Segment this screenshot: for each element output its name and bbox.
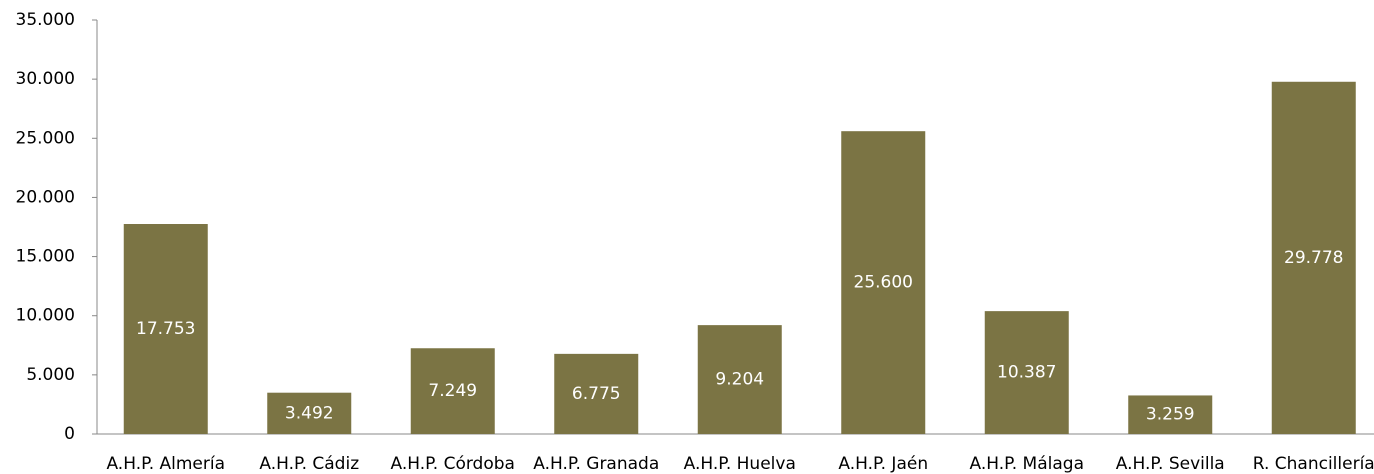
x-tick-label: A.H.P. Granada <box>533 454 659 474</box>
x-tick-label: A.H.P. Almería <box>106 454 225 474</box>
value-label: 17.753 <box>136 319 195 339</box>
value-label: 3.492 <box>285 403 334 423</box>
y-tick-label: 15.000 <box>16 247 75 267</box>
bar <box>554 353 639 434</box>
y-tick-label: 30.000 <box>16 69 75 89</box>
bar <box>123 224 208 434</box>
bar <box>841 131 926 434</box>
bar <box>984 311 1069 434</box>
value-label: 9.204 <box>715 370 764 390</box>
y-tick-label: 35.000 <box>16 10 75 30</box>
bar <box>1128 395 1213 434</box>
value-label: 10.387 <box>997 363 1056 383</box>
x-tick-label: A.H.P. Jaén <box>838 454 928 474</box>
x-tick-label: A.H.P. Córdoba <box>391 454 515 474</box>
y-tick-label: 25.000 <box>16 128 75 148</box>
y-tick-label: 0 <box>64 424 75 444</box>
x-tick-label: R. Chancillería <box>1253 454 1374 474</box>
value-label: 7.249 <box>428 381 477 401</box>
x-tick-label: A.H.P. Málaga <box>970 454 1084 474</box>
value-label: 3.259 <box>1146 405 1195 425</box>
x-tick-label: A.H.P. Huelva <box>684 454 796 474</box>
y-tick-label: 20.000 <box>16 187 75 207</box>
value-label: 25.600 <box>854 273 913 293</box>
bar <box>410 348 495 434</box>
y-tick-label: 10.000 <box>16 306 75 326</box>
bar <box>1271 81 1356 434</box>
y-tick-label: 5.000 <box>26 365 75 385</box>
x-tick-label: A.H.P. Cádiz <box>259 454 359 474</box>
value-label: 6.775 <box>572 384 621 404</box>
bar <box>697 325 782 434</box>
x-tick-label: A.H.P. Sevilla <box>1116 454 1225 474</box>
value-label: 29.778 <box>1284 248 1343 268</box>
bar <box>267 392 352 434</box>
